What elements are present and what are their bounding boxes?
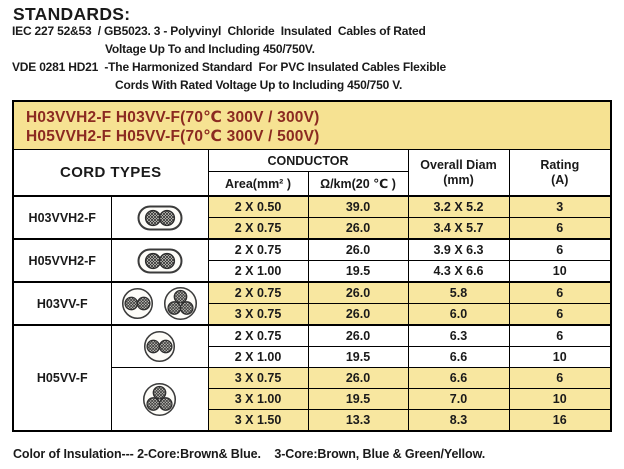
round-3-core-icon [163,286,197,321]
group-label-h03vvh2f: H03VVH2-F [12,195,112,240]
banner-row: H03VVH2-F H03VV-F(70℃ 300V / 300V) H05VV… [12,100,612,150]
rating-cell: 6 [508,303,612,326]
header-rating: Rating (A) [508,149,612,197]
resistance-cell: 19.5 [307,388,409,410]
diam-cell: 6.3 [407,324,510,347]
resistance-cell: 19.5 [307,260,409,283]
flat-2-core-icon [110,238,209,283]
table-row: 3 X 1.50 13.3 8.3 16 [13,409,612,432]
area-cell: 3 X 0.75 [207,303,309,326]
resistance-cell: 26.0 [307,238,409,261]
header-overall-diam-line1: Overall Diam [420,157,497,172]
table-row: 2 X 1.00 19.5 4.3 X 6.6 10 [13,260,612,283]
round-2-core-and-3-core-icons [110,281,209,326]
diam-cell: 6.6 [407,367,510,389]
rating-cell: 10 [508,388,612,410]
area-cell: 2 X 1.00 [207,346,309,368]
group-label-h03vvf: H03VV-F [12,281,112,326]
flat-2-core-icon [110,195,209,240]
rating-cell: 10 [508,346,612,368]
resistance-cell: 26.0 [307,324,409,347]
diam-cell: 8.3 [407,409,510,432]
area-cell: 2 X 0.75 [207,281,309,304]
standard-line-iec: IEC 227 52&53 / GB5023. 3 - Polyvinyl Ch… [12,24,426,38]
table-row: 3 X 0.75 26.0 6.6 6 [13,367,612,432]
banner-line-2: H05VVH2-F H05VV-F(70℃ 300V / 500V) [26,128,320,145]
diam-cell: 6.6 [407,346,510,368]
resistance-cell: 19.5 [307,346,409,368]
table-row: 3 X 1.00 19.5 7.0 10 [13,388,612,410]
rating-cell: 6 [508,281,612,304]
standard-line-iec-cont: Voltage Up To and Including 450/750V. [105,42,315,56]
diam-cell: 3.9 X 6.3 [407,238,510,261]
header-resistance: Ω/km(20 ℃ ) [307,171,409,197]
rating-cell: 3 [508,195,612,218]
table-row: H05VV-F 2 X 0.75 26.0 6.3 6 [12,324,612,432]
header-area: Area(mm² ) [207,171,309,197]
rating-cell: 16 [508,409,612,432]
standard-line-vde-cont: Cords With Rated Voltage Up to Including… [115,78,403,92]
diam-cell: 7.0 [407,388,510,410]
insulation-color-note: Color of Insulation--- 2-Core:Brown& Blu… [13,447,486,461]
header-row-1: CORD TYPES CONDUCTOR Overall Diam (mm) R… [12,149,612,197]
header-overall-diam: Overall Diam (mm) [407,149,510,197]
area-cell: 2 X 1.00 [207,260,309,283]
diam-cell: 4.3 X 6.6 [407,260,510,283]
header-row-2: Area(mm² ) Ω/km(20 ℃ ) [13,171,611,197]
group-label-h05vvh2f: H05VVH2-F [12,238,112,283]
area-cell: 2 X 0.75 [207,217,309,240]
diam-cell: 3.4 X 5.7 [407,217,510,240]
area-cell: 3 X 0.75 [207,367,309,389]
table-row: H05VVH2-F 2 X 0.75 26.0 3.9 X 6.3 6 [12,238,612,283]
header-cord-types: CORD TYPES [12,149,209,197]
table-row: 2 X 1.00 19.5 6.6 10 [13,346,612,368]
diam-cell: 5.8 [407,281,510,304]
diam-cell: 3.2 X 5.2 [407,195,510,218]
rating-cell: 6 [508,217,612,240]
type-banner: H03VVH2-F H03VV-F(70℃ 300V / 300V) H05VV… [12,100,612,150]
resistance-cell: 26.0 [307,303,409,326]
header-conductor: CONDUCTOR [207,149,409,172]
diam-cell: 6.0 [407,303,510,326]
area-cell: 2 X 0.75 [207,238,309,261]
standard-line-vde: VDE 0281 HD21 -The Harmonized Standard F… [12,60,446,74]
group-label-h05vvf: H05VV-F [12,324,112,432]
table-row: 3 X 0.75 26.0 6.0 6 [13,303,612,326]
header-overall-diam-line2: (mm) [443,172,474,187]
rating-cell: 6 [508,367,612,389]
header-rating-line2: (A) [551,172,569,187]
standards-heading: STANDARDS: [13,4,131,24]
round-3-core-icon [110,367,209,432]
rating-cell: 6 [508,238,612,261]
table-row: H03VV-F 2 X 0.75 26.0 5.8 6 [12,281,612,326]
resistance-cell: 26.0 [307,217,409,240]
area-cell: 3 X 1.00 [207,388,309,410]
area-cell: 2 X 0.50 [207,195,309,218]
rating-cell: 6 [508,324,612,347]
round-2-core-icon [110,324,209,368]
area-cell: 2 X 0.75 [207,324,309,347]
resistance-cell: 39.0 [307,195,409,218]
table-row: H03VVH2-F 2 X 0.50 39.0 3.2 X 5.2 3 [12,195,612,240]
area-cell: 3 X 1.50 [207,409,309,432]
resistance-cell: 26.0 [307,281,409,304]
round-2-core-icon [122,287,154,320]
resistance-cell: 13.3 [307,409,409,432]
rating-cell: 10 [508,260,612,283]
resistance-cell: 26.0 [307,367,409,389]
cable-spec-table: H03VVH2-F H03VV-F(70℃ 300V / 300V) H05VV… [12,100,613,432]
header-rating-line1: Rating [540,157,580,172]
banner-line-1: H03VVH2-F H03VV-F(70℃ 300V / 300V) [26,109,320,126]
